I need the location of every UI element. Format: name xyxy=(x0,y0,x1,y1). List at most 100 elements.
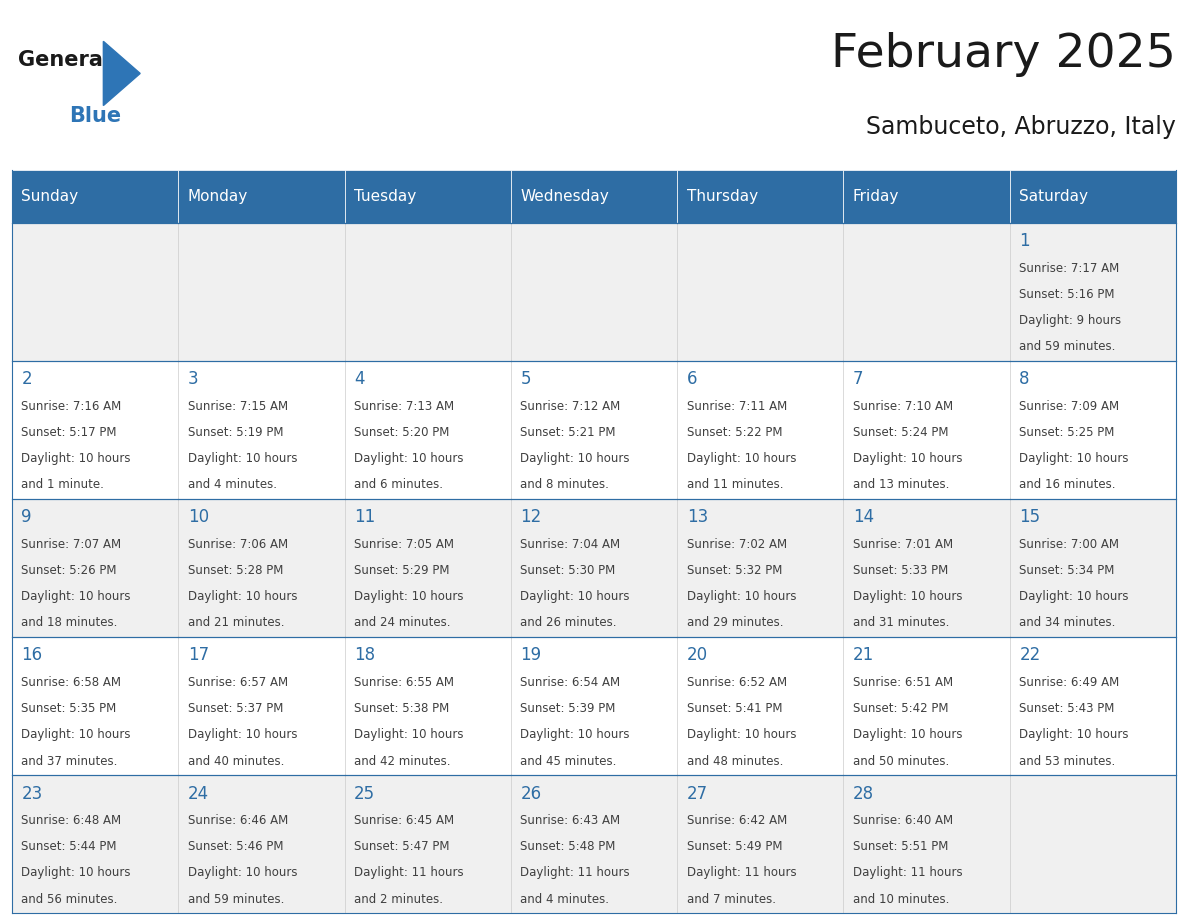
Text: and 7 minutes.: and 7 minutes. xyxy=(687,892,776,905)
Text: and 59 minutes.: and 59 minutes. xyxy=(1019,341,1116,353)
Text: 10: 10 xyxy=(188,509,209,526)
Text: Sunrise: 6:55 AM: Sunrise: 6:55 AM xyxy=(354,676,454,688)
Bar xyxy=(12,170,178,223)
Bar xyxy=(345,361,511,499)
Bar xyxy=(677,637,843,776)
Text: Friday: Friday xyxy=(853,189,899,204)
Text: Sunrise: 6:43 AM: Sunrise: 6:43 AM xyxy=(520,814,620,827)
Text: Daylight: 10 hours: Daylight: 10 hours xyxy=(687,453,796,465)
Text: 11: 11 xyxy=(354,509,375,526)
Text: Daylight: 10 hours: Daylight: 10 hours xyxy=(853,728,962,742)
Text: Sunset: 5:46 PM: Sunset: 5:46 PM xyxy=(188,840,283,853)
Bar xyxy=(12,361,178,499)
Text: Sunrise: 7:09 AM: Sunrise: 7:09 AM xyxy=(1019,399,1119,413)
Text: Sunset: 5:44 PM: Sunset: 5:44 PM xyxy=(21,840,116,853)
Text: Sunrise: 7:07 AM: Sunrise: 7:07 AM xyxy=(21,538,121,551)
Text: and 13 minutes.: and 13 minutes. xyxy=(853,478,949,491)
Text: 18: 18 xyxy=(354,646,375,665)
Text: Sunset: 5:24 PM: Sunset: 5:24 PM xyxy=(853,426,948,439)
Text: 2: 2 xyxy=(21,370,32,388)
Text: and 31 minutes.: and 31 minutes. xyxy=(853,617,949,630)
Text: Sunset: 5:47 PM: Sunset: 5:47 PM xyxy=(354,840,449,853)
Bar xyxy=(843,499,1010,637)
Text: 8: 8 xyxy=(1019,370,1030,388)
Text: Sunrise: 7:17 AM: Sunrise: 7:17 AM xyxy=(1019,262,1119,274)
Text: Daylight: 10 hours: Daylight: 10 hours xyxy=(687,590,796,603)
Text: and 56 minutes.: and 56 minutes. xyxy=(21,892,118,905)
Bar xyxy=(843,361,1010,499)
Bar xyxy=(843,637,1010,776)
Text: Daylight: 10 hours: Daylight: 10 hours xyxy=(21,453,131,465)
Text: 6: 6 xyxy=(687,370,697,388)
Text: 1: 1 xyxy=(1019,232,1030,251)
Text: Sunset: 5:20 PM: Sunset: 5:20 PM xyxy=(354,426,449,439)
Text: and 8 minutes.: and 8 minutes. xyxy=(520,478,609,491)
Text: Sunset: 5:28 PM: Sunset: 5:28 PM xyxy=(188,564,283,577)
Text: 23: 23 xyxy=(21,785,43,802)
Text: Sunrise: 6:45 AM: Sunrise: 6:45 AM xyxy=(354,814,454,827)
Text: and 42 minutes.: and 42 minutes. xyxy=(354,755,450,767)
Text: Sunset: 5:51 PM: Sunset: 5:51 PM xyxy=(853,840,948,853)
Text: General: General xyxy=(18,50,109,71)
Text: Daylight: 10 hours: Daylight: 10 hours xyxy=(1019,728,1129,742)
Bar xyxy=(1010,637,1176,776)
Text: Sunrise: 7:06 AM: Sunrise: 7:06 AM xyxy=(188,538,287,551)
Text: Sunrise: 7:15 AM: Sunrise: 7:15 AM xyxy=(188,399,287,413)
Text: Sunset: 5:37 PM: Sunset: 5:37 PM xyxy=(188,702,283,715)
Text: and 59 minutes.: and 59 minutes. xyxy=(188,892,284,905)
Text: and 26 minutes.: and 26 minutes. xyxy=(520,617,617,630)
Text: Sunrise: 6:48 AM: Sunrise: 6:48 AM xyxy=(21,814,121,827)
Text: Thursday: Thursday xyxy=(687,189,758,204)
Text: Sunrise: 7:12 AM: Sunrise: 7:12 AM xyxy=(520,399,620,413)
Bar xyxy=(345,637,511,776)
Text: Daylight: 11 hours: Daylight: 11 hours xyxy=(853,867,962,879)
Text: 27: 27 xyxy=(687,785,708,802)
Text: 19: 19 xyxy=(520,646,542,665)
Bar xyxy=(511,637,677,776)
Text: Daylight: 10 hours: Daylight: 10 hours xyxy=(853,453,962,465)
Text: Sunrise: 7:10 AM: Sunrise: 7:10 AM xyxy=(853,399,953,413)
Text: Sunrise: 6:58 AM: Sunrise: 6:58 AM xyxy=(21,676,121,688)
Bar xyxy=(12,499,178,637)
Bar xyxy=(178,499,345,637)
Text: Sunset: 5:17 PM: Sunset: 5:17 PM xyxy=(21,426,116,439)
Bar xyxy=(1010,499,1176,637)
Text: Monday: Monday xyxy=(188,189,248,204)
Text: Sunset: 5:48 PM: Sunset: 5:48 PM xyxy=(520,840,615,853)
Text: 21: 21 xyxy=(853,646,874,665)
Bar xyxy=(843,776,1010,913)
Text: 14: 14 xyxy=(853,509,874,526)
Text: Daylight: 10 hours: Daylight: 10 hours xyxy=(188,728,297,742)
Text: and 53 minutes.: and 53 minutes. xyxy=(1019,755,1116,767)
Text: Sunrise: 6:54 AM: Sunrise: 6:54 AM xyxy=(520,676,620,688)
Text: Sunday: Sunday xyxy=(21,189,78,204)
Text: Daylight: 10 hours: Daylight: 10 hours xyxy=(687,728,796,742)
Text: Sunset: 5:32 PM: Sunset: 5:32 PM xyxy=(687,564,782,577)
Text: and 37 minutes.: and 37 minutes. xyxy=(21,755,118,767)
Text: 25: 25 xyxy=(354,785,375,802)
Text: 15: 15 xyxy=(1019,509,1041,526)
Bar xyxy=(677,776,843,913)
Text: Daylight: 10 hours: Daylight: 10 hours xyxy=(520,590,630,603)
Text: Sambuceto, Abruzzo, Italy: Sambuceto, Abruzzo, Italy xyxy=(866,115,1176,139)
Bar xyxy=(178,223,345,361)
Bar xyxy=(12,223,178,361)
Text: Sunset: 5:26 PM: Sunset: 5:26 PM xyxy=(21,564,116,577)
Bar xyxy=(511,170,677,223)
Text: and 16 minutes.: and 16 minutes. xyxy=(1019,478,1116,491)
Text: and 4 minutes.: and 4 minutes. xyxy=(188,478,277,491)
Text: Sunset: 5:49 PM: Sunset: 5:49 PM xyxy=(687,840,782,853)
Text: Sunset: 5:25 PM: Sunset: 5:25 PM xyxy=(1019,426,1114,439)
Bar xyxy=(345,499,511,637)
Text: and 18 minutes.: and 18 minutes. xyxy=(21,617,118,630)
Text: Wednesday: Wednesday xyxy=(520,189,609,204)
Text: 5: 5 xyxy=(520,370,531,388)
Text: Daylight: 10 hours: Daylight: 10 hours xyxy=(520,728,630,742)
Text: Daylight: 10 hours: Daylight: 10 hours xyxy=(188,590,297,603)
Text: 7: 7 xyxy=(853,370,864,388)
Bar xyxy=(178,361,345,499)
Text: Daylight: 10 hours: Daylight: 10 hours xyxy=(520,453,630,465)
Text: Daylight: 10 hours: Daylight: 10 hours xyxy=(354,728,463,742)
Text: and 4 minutes.: and 4 minutes. xyxy=(520,892,609,905)
Bar xyxy=(677,499,843,637)
